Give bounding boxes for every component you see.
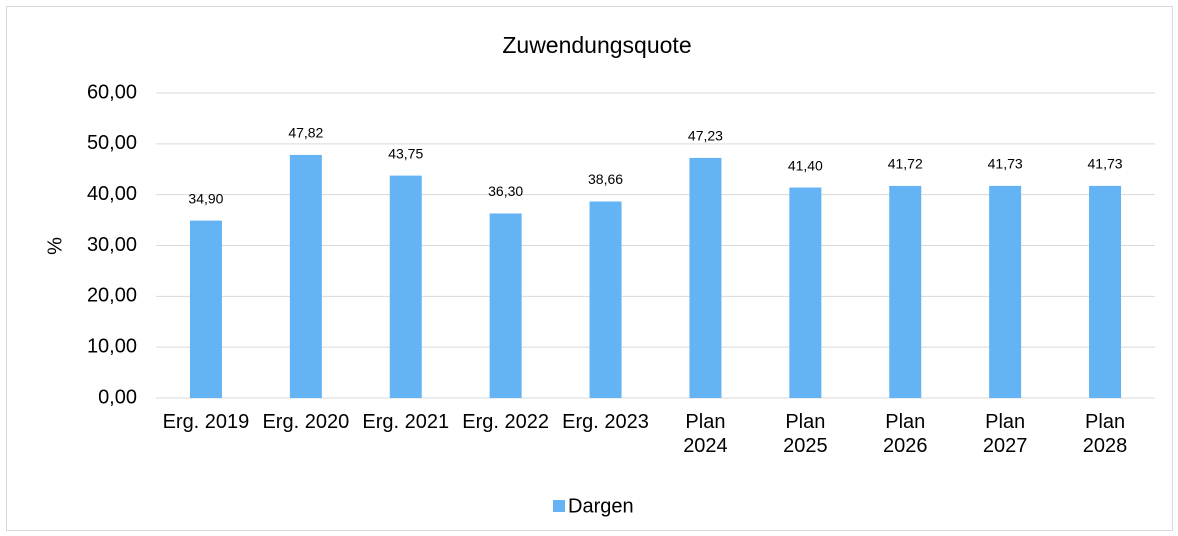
x-tick-label: Plan 2024 [683, 411, 728, 457]
x-tick-label: Erg. 2019 [162, 411, 250, 433]
data-label: 41,72 [888, 156, 923, 172]
chart-title: Zuwendungsquote [502, 32, 691, 58]
y-tick-label: 40,00 [87, 183, 137, 205]
y-tick-label: 50,00 [87, 132, 137, 154]
data-label: 47,82 [288, 125, 323, 141]
y-tick-label: 30,00 [87, 234, 137, 256]
y-tick-label: 20,00 [87, 285, 137, 307]
x-tick-label: Erg. 2022 [462, 411, 549, 433]
legend-label: Dargen [568, 495, 634, 517]
y-axis-label: % [44, 237, 66, 255]
data-label: 47,23 [688, 128, 723, 144]
bar [389, 175, 422, 398]
bar [289, 154, 322, 398]
x-tick-label: Plan 2025 [783, 411, 828, 457]
data-label: 41,40 [788, 157, 823, 173]
data-label: 43,75 [388, 145, 423, 161]
data-label: 41,73 [1088, 156, 1123, 172]
data-label: 36,30 [488, 183, 523, 199]
x-tick-label: Erg. 2020 [262, 411, 350, 433]
bar [689, 157, 722, 398]
x-tick-label: Plan 2026 [883, 411, 928, 457]
bar [1089, 185, 1122, 398]
legend-swatch [553, 500, 565, 512]
bar [589, 201, 622, 398]
bar [889, 185, 922, 398]
x-tick-label: Plan 2028 [1082, 411, 1128, 457]
data-label: 38,66 [588, 171, 623, 187]
y-tick-label: 60,00 [87, 81, 137, 103]
bar [989, 185, 1022, 398]
data-label: 34,90 [188, 190, 223, 206]
x-tick-label: Erg. 2023 [562, 411, 649, 433]
data-label: 41,73 [988, 156, 1023, 172]
bar [189, 220, 222, 398]
y-tick-label: 0,00 [98, 386, 137, 408]
bar [489, 213, 522, 398]
x-tick-label: Plan 2027 [982, 411, 1028, 457]
x-tick-label: Erg. 2021 [362, 411, 450, 433]
y-tick-label: 10,00 [87, 335, 137, 357]
bar [789, 187, 822, 398]
